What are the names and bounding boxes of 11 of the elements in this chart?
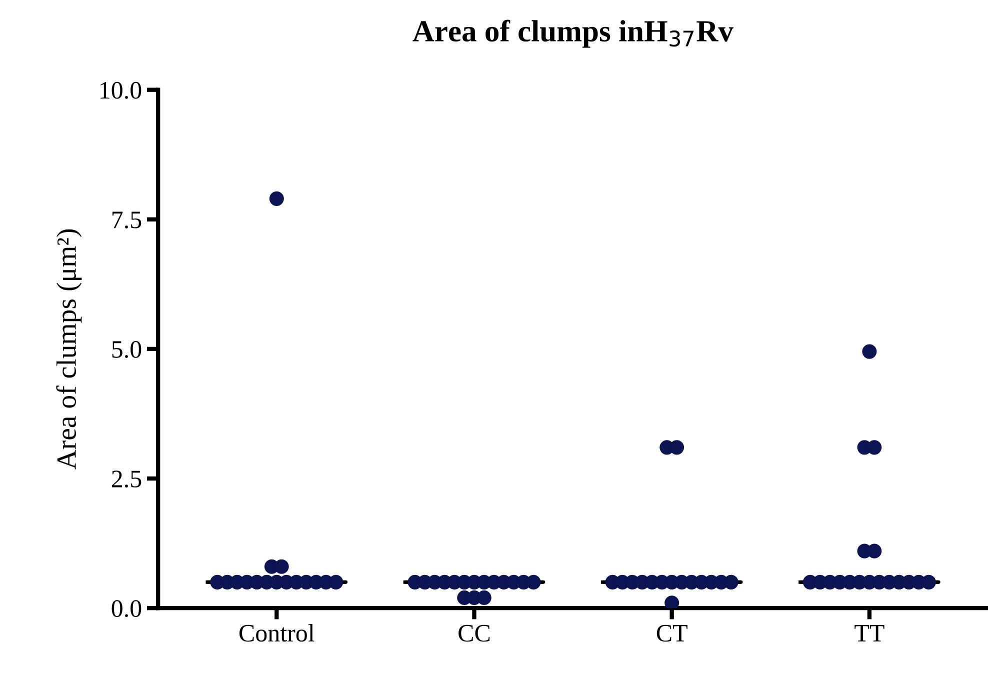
- x-tick-label: Control: [239, 624, 314, 642]
- x-tick-label: CT: [656, 624, 688, 642]
- y-tick-label: 0.0: [112, 600, 142, 618]
- y-axis-title: Area of clumps (μm²): [56, 229, 82, 470]
- chart-title: Area of clumps inH$_{37}$Rv: [412, 20, 734, 48]
- x-tick-label: CC: [458, 624, 490, 642]
- y-tick-label: 2.5: [112, 470, 142, 488]
- y-tick-label: 7.5: [112, 212, 142, 228]
- x-tick-label: TT: [854, 625, 884, 642]
- y-tick-label: 5.0: [112, 341, 142, 358]
- y-tick-label: 10.0: [100, 82, 142, 99]
